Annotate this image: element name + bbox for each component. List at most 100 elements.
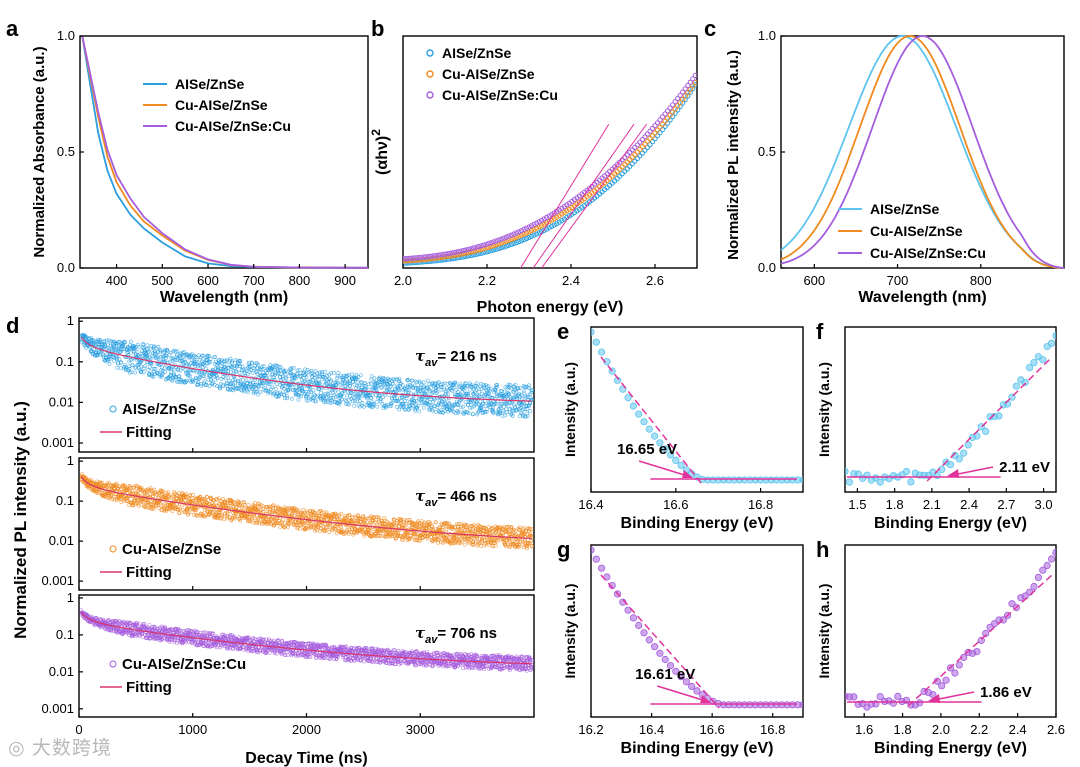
panel-d1-point — [510, 406, 515, 411]
panel-d1-point — [101, 352, 106, 357]
panel-d2-point — [325, 521, 330, 525]
panel-d1-point — [171, 367, 176, 372]
panel-d2-point — [346, 532, 351, 536]
panel-d2-point — [525, 544, 529, 549]
panel-d2-point — [324, 510, 329, 515]
panel-b-point-2 — [468, 246, 474, 252]
panel-d1-point — [329, 370, 334, 375]
panel-b-point-0 — [531, 232, 537, 238]
panel-d1-point — [269, 387, 273, 392]
panel-b-point-0 — [685, 93, 691, 99]
panel-d2-point — [104, 495, 108, 499]
panel-d2-point — [301, 507, 306, 512]
panel-d1-point — [384, 404, 389, 409]
panel-d1-point — [401, 404, 406, 409]
panel-d1-point — [406, 377, 411, 382]
panel-c-legend-1-label: Cu-AISe/ZnSe — [870, 223, 963, 239]
panel-b-point-0 — [690, 86, 696, 92]
panel-d1-point — [105, 338, 109, 343]
panel-d2-point — [495, 539, 500, 544]
panel-d2-point — [411, 521, 416, 525]
panel-d1-point — [263, 373, 268, 378]
panel-d2-point — [139, 503, 144, 508]
panel-d1-point — [267, 382, 272, 387]
panel-d1-point — [141, 370, 146, 375]
panel-d1-point — [417, 397, 421, 402]
panel-d1-point — [340, 392, 345, 396]
panel-d2-point — [229, 498, 234, 503]
panel-d1-point — [158, 350, 162, 355]
panel-d3-point — [148, 636, 152, 641]
panel-b-point-0 — [458, 254, 464, 260]
panel-d1-point — [523, 385, 528, 389]
panel-b-point-0 — [622, 168, 628, 174]
panel-d1-point — [215, 365, 220, 370]
panel-d1-point — [152, 366, 157, 371]
panel-b-point-1 — [644, 138, 651, 144]
panel-b-point-2 — [423, 254, 429, 260]
panel-d1-point — [351, 395, 356, 400]
panel-d2-point — [327, 521, 332, 526]
panel-a-frame — [79, 35, 369, 269]
panel-d1-point — [490, 408, 495, 413]
panel-d1-point — [521, 384, 526, 388]
panel-d3-point — [152, 624, 157, 629]
panel-c-xlabel: Wavelength (nm) — [858, 289, 986, 306]
panel-d1-point — [98, 339, 103, 344]
panel-d2-point — [139, 486, 144, 491]
panel-d1-point — [98, 338, 103, 342]
panel-d2-point — [191, 512, 196, 517]
panel-d2-point — [462, 542, 467, 547]
panel-d1-point — [177, 376, 182, 381]
panel-b-point-1 — [675, 103, 681, 109]
panel-d2-point — [508, 531, 513, 536]
panel-a-ylabel: Normalized Absorbance (a.u.) — [31, 46, 48, 257]
panel-d1-point — [195, 382, 200, 387]
panel-b-point-2 — [491, 239, 497, 245]
panel-d1-point — [440, 382, 445, 386]
panel-d1-point — [215, 376, 220, 381]
panel-b-tangent-0 — [520, 123, 610, 268]
panel-d1-point — [194, 359, 199, 364]
panel-d2-point — [287, 522, 291, 527]
panel-b-point-2 — [481, 242, 487, 248]
panel-d2-point — [347, 528, 352, 533]
panel-b-point-2 — [506, 233, 512, 239]
panel-d2-point — [285, 510, 290, 515]
panel-d2-point — [507, 545, 512, 550]
panel-d1-point — [289, 366, 294, 371]
panel-d1-point — [204, 382, 209, 387]
panel-d1-point — [523, 414, 528, 419]
panel-d1-point — [525, 411, 530, 416]
panel-a-xlabel: Wavelength (nm) — [160, 289, 288, 306]
panel-d1-point — [387, 387, 392, 392]
panel-d1-point — [230, 359, 235, 364]
panel-d1-point — [498, 406, 503, 411]
panel-d2-point — [355, 530, 360, 534]
panel-d1-point — [519, 411, 523, 415]
panel-d2-point — [469, 523, 474, 528]
panel-d2-point — [347, 513, 351, 517]
panel-b-point-2 — [405, 255, 411, 261]
panel-b-point-0 — [465, 253, 472, 259]
panel-b-point-2 — [403, 256, 406, 262]
panel-b-point-0 — [511, 240, 517, 247]
panel-d2-point — [427, 532, 432, 537]
panel-d1-point — [252, 384, 257, 389]
panel-d1-point — [484, 384, 489, 389]
panel-d2-point — [527, 527, 532, 531]
panel-d1-point — [403, 399, 408, 404]
panel-d1-point — [466, 411, 471, 416]
panel-d1-tau: τav= 216 ns — [415, 347, 497, 369]
panel-b-point-1 — [672, 106, 678, 112]
panel-d1-point — [450, 386, 455, 390]
panel-d2-point — [317, 514, 322, 519]
panel-d1-point — [508, 407, 512, 412]
panel-d1-point — [356, 396, 361, 401]
panel-d1-point — [481, 410, 486, 414]
panel-d2-point — [528, 534, 533, 538]
panel-d1-point — [222, 359, 227, 364]
panel-b-point-2 — [544, 214, 550, 221]
panel-d1-point — [482, 384, 487, 389]
panel-d1-point — [412, 399, 417, 404]
